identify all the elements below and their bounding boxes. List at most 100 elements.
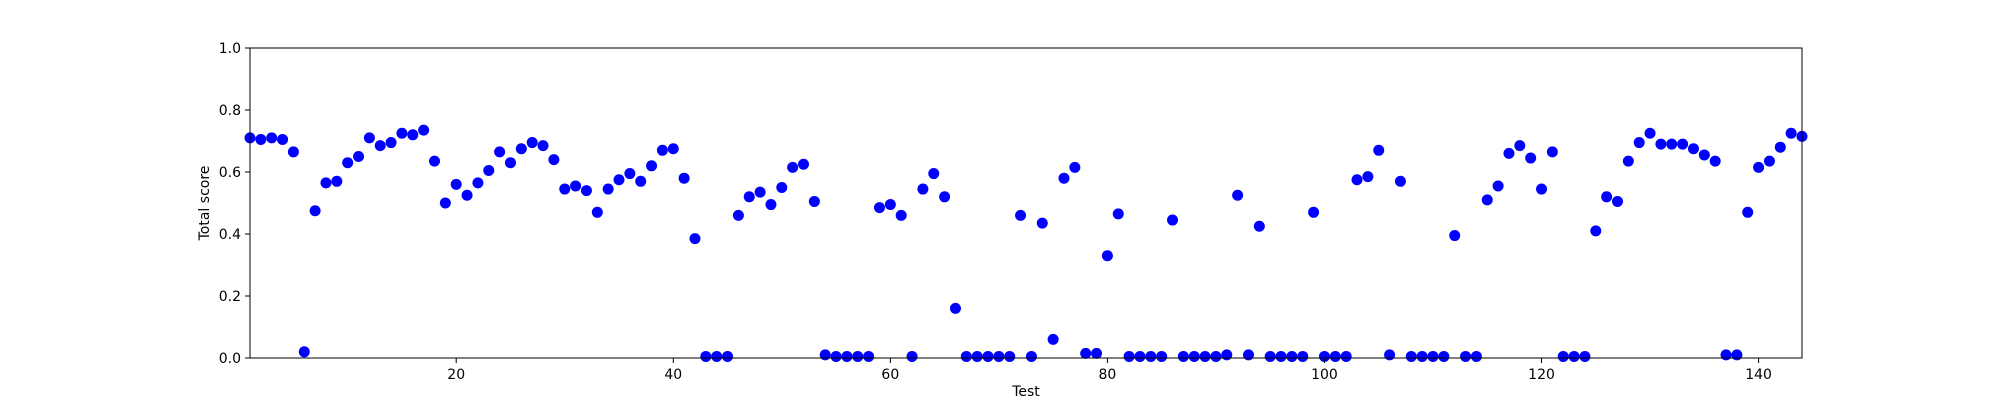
data-point — [841, 350, 853, 362]
data-point — [1340, 350, 1352, 362]
data-point — [385, 137, 397, 149]
data-point — [537, 140, 549, 152]
data-point — [1742, 206, 1754, 218]
data-point — [1731, 349, 1743, 361]
data-point — [1720, 349, 1732, 361]
data-point — [1666, 138, 1678, 150]
data-point — [1384, 349, 1396, 361]
data-point — [787, 161, 799, 173]
data-point — [1264, 350, 1276, 362]
data-point — [1655, 138, 1667, 150]
data-point — [1199, 350, 1211, 362]
data-point — [1004, 350, 1016, 362]
data-point — [559, 183, 571, 195]
data-point — [732, 209, 744, 221]
data-point — [298, 346, 310, 358]
data-point — [1677, 138, 1689, 150]
data-point — [526, 137, 538, 149]
data-point — [1394, 175, 1406, 187]
data-point — [1253, 220, 1265, 232]
y-axis-label: Total score — [197, 166, 213, 242]
data-point — [1698, 149, 1710, 161]
data-point — [613, 174, 625, 186]
data-point — [906, 350, 918, 362]
data-point — [1416, 350, 1428, 362]
data-point — [743, 191, 755, 203]
data-point — [1503, 147, 1515, 159]
data-point — [1568, 350, 1580, 362]
data-point — [1112, 208, 1124, 220]
data-point — [711, 350, 723, 362]
data-point — [1015, 209, 1027, 221]
data-point — [1221, 349, 1233, 361]
data-point — [1091, 347, 1103, 359]
data-point — [1297, 350, 1309, 362]
plot-frame — [249, 47, 1803, 359]
data-point — [1373, 144, 1385, 156]
data-point — [1514, 140, 1526, 152]
data-point — [1134, 350, 1146, 362]
data-point — [1036, 217, 1048, 229]
data-point — [949, 302, 961, 314]
data-point — [798, 158, 810, 170]
data-point — [1156, 350, 1168, 362]
x-tick-label: 60 — [881, 367, 899, 383]
data-point — [602, 183, 614, 195]
data-point — [819, 349, 831, 361]
data-point — [1590, 225, 1602, 237]
data-point — [1753, 161, 1765, 173]
data-point — [1449, 230, 1461, 242]
data-point — [1177, 350, 1189, 362]
data-point — [363, 132, 375, 144]
data-point — [1525, 152, 1537, 164]
data-point — [1080, 347, 1092, 359]
data-point — [1351, 174, 1363, 186]
data-point — [331, 175, 343, 187]
data-point — [1536, 183, 1548, 195]
data-point — [1405, 350, 1417, 362]
data-point — [1763, 155, 1775, 167]
data-point — [1069, 161, 1081, 173]
data-point — [993, 350, 1005, 362]
y-tick-label: 0.6 — [219, 165, 241, 181]
data-points — [244, 124, 1808, 362]
data-point — [678, 172, 690, 184]
data-point — [1709, 155, 1721, 167]
data-point — [1210, 350, 1222, 362]
data-point — [1644, 127, 1656, 139]
data-point — [722, 350, 734, 362]
data-point — [624, 168, 636, 180]
data-point — [1785, 127, 1797, 139]
data-point — [1058, 172, 1070, 184]
data-point — [1123, 350, 1135, 362]
data-point — [1362, 171, 1374, 183]
data-point — [439, 197, 451, 209]
data-point — [635, 175, 647, 187]
x-tick-label: 140 — [1745, 367, 1772, 383]
data-point — [407, 129, 419, 141]
y-tick-label: 0.2 — [219, 289, 241, 305]
data-point — [1025, 350, 1037, 362]
y-tick-label: 0.8 — [219, 103, 241, 119]
data-point — [591, 206, 603, 218]
data-point — [917, 183, 929, 195]
data-point — [472, 177, 484, 189]
data-point — [1622, 155, 1634, 167]
data-point — [1481, 194, 1493, 206]
data-point — [939, 191, 951, 203]
x-axis-label: Test — [1011, 384, 1040, 400]
x-tick-label: 100 — [1311, 367, 1338, 383]
data-point — [1047, 333, 1059, 345]
data-point — [863, 350, 875, 362]
data-point — [776, 182, 788, 193]
data-point — [374, 140, 386, 152]
data-point — [1687, 143, 1699, 155]
data-point — [700, 350, 712, 362]
data-point — [1427, 350, 1439, 362]
data-point — [418, 124, 430, 136]
y-tick-label: 1.0 — [219, 41, 241, 57]
data-point — [580, 185, 592, 197]
data-point — [667, 143, 679, 155]
data-point — [255, 133, 267, 145]
